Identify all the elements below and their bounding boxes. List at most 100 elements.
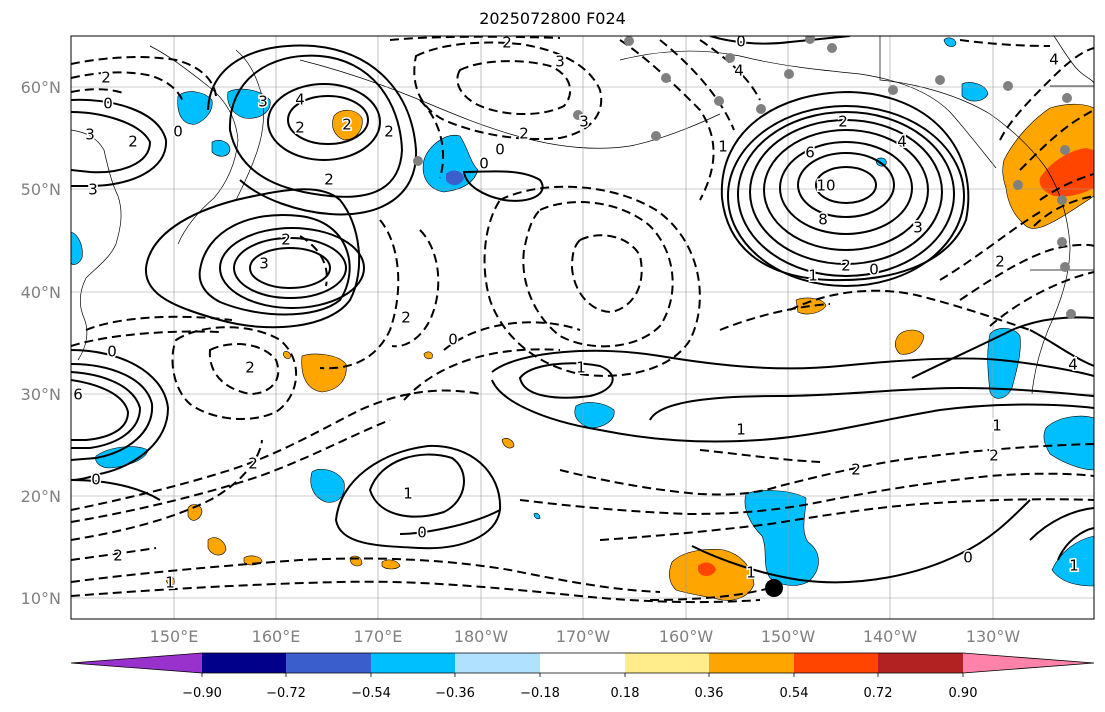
- station-dot: [573, 110, 583, 120]
- contour-label: 2: [851, 461, 861, 479]
- station-dot: [1060, 145, 1070, 155]
- contour-label: 2: [342, 116, 352, 134]
- contour-label: 2: [989, 447, 999, 465]
- coastlines: [71, 36, 1094, 395]
- blue-patch: [1051, 535, 1094, 587]
- contour-solid: [399, 509, 501, 535]
- contour-label: 2: [113, 547, 123, 565]
- contour-label: 0: [173, 123, 183, 141]
- station-dot: [1066, 309, 1076, 319]
- contour-label: 4: [1049, 51, 1059, 69]
- colorbar-segment: [71, 653, 202, 673]
- contour-label: 0: [479, 155, 489, 173]
- blue-patch: [310, 469, 345, 503]
- contour-solid: [287, 95, 369, 145]
- contour-label: 0: [103, 95, 113, 113]
- contour-solid: [462, 170, 544, 202]
- contour-label: 0: [107, 343, 117, 361]
- contour-label: 0: [495, 141, 505, 159]
- station-markers: [413, 36, 1076, 319]
- contour-solid: [691, 499, 1031, 584]
- colorbar-segment: [286, 653, 371, 673]
- contour-solid: [71, 349, 170, 481]
- contour-label: 8: [818, 211, 828, 229]
- station-dot: [1062, 93, 1072, 103]
- contour-dashed: [483, 185, 701, 377]
- station-dot: [935, 75, 945, 85]
- contour-label: 1: [1069, 557, 1079, 575]
- contour-dashed: [939, 211, 1041, 281]
- contour-dashed: [208, 343, 280, 396]
- contour-label: 1: [718, 138, 728, 156]
- colorbar-segment: [540, 653, 625, 673]
- colorbar-tick-label: 0.36: [695, 686, 724, 701]
- contour-solid: [491, 349, 1094, 377]
- contour-label: 2: [384, 123, 394, 141]
- contour-label: 4: [1068, 356, 1078, 374]
- lat-label: 50°N: [21, 180, 61, 199]
- contour-label: 2: [281, 231, 291, 249]
- contour-dashed: [319, 219, 400, 370]
- contour-label: 2: [502, 34, 512, 52]
- lat-label: 10°N: [21, 589, 61, 608]
- coastline-asia: [149, 45, 239, 245]
- colorbar-segment: [455, 653, 540, 673]
- map-frame: [70, 35, 1095, 620]
- colorbar-tick-label: 0.54: [780, 686, 809, 701]
- contour-label: 1: [808, 267, 818, 285]
- contour-dashed: [403, 348, 561, 401]
- contour-solid: [198, 214, 351, 316]
- contour-label: 0: [869, 261, 879, 279]
- colorbar-segment: [794, 653, 878, 673]
- contour-dashed: [519, 472, 1094, 516]
- orange-patch: [187, 504, 203, 521]
- contour-label: 2: [519, 125, 529, 143]
- contour-label: 2: [995, 253, 1005, 271]
- contour-solid: [368, 453, 465, 518]
- map-title: 2025072800 F024: [479, 9, 626, 28]
- contour-solid: [233, 237, 347, 299]
- contour-label: 0: [417, 524, 427, 542]
- lon-label: 170°E: [354, 627, 403, 646]
- contour-dashed: [413, 41, 603, 141]
- station-dot: [714, 96, 724, 106]
- contour-label: 4: [295, 91, 305, 109]
- lon-label: 160°E: [252, 627, 301, 646]
- dashed-contours: [71, 36, 1094, 604]
- contour-dashed: [71, 580, 761, 604]
- lon-label: 130°W: [966, 627, 1021, 646]
- coastline-kamchatka: [235, 49, 264, 201]
- contour-dashed: [699, 39, 761, 101]
- blue-patch: [943, 37, 957, 47]
- contour-dashed: [171, 326, 297, 420]
- contour-dashed: [959, 243, 1094, 301]
- coastline-america: [1053, 36, 1094, 85]
- contour-label: 0: [91, 471, 101, 489]
- contour-label: 2: [128, 133, 138, 151]
- contour-dashed: [699, 449, 821, 463]
- colorbar-segment: [878, 653, 963, 673]
- contour-dashed: [71, 419, 391, 523]
- contour-label: 0: [963, 549, 973, 567]
- contour-label: 10: [816, 177, 835, 195]
- contour-solid: [71, 363, 154, 461]
- contour-dashed: [559, 443, 1094, 496]
- contour-dashed: [599, 498, 1094, 541]
- station-dot: [805, 36, 815, 44]
- contour-solid: [219, 227, 365, 309]
- contour-label: 1: [746, 564, 756, 582]
- contour-dashed: [85, 315, 233, 331]
- orange-patch: [332, 109, 363, 141]
- orange-patch: [423, 351, 433, 360]
- station-dot: [651, 131, 661, 141]
- contour-dashed: [619, 39, 715, 201]
- station-dot: [784, 69, 794, 79]
- coastline-aleutians: [299, 59, 721, 149]
- station-dot: [1003, 81, 1013, 91]
- colorbar-tick-label: −0.54: [351, 686, 391, 701]
- orange-patch: [207, 537, 227, 556]
- shaded-fields: [71, 37, 1094, 601]
- coastline-asia: [71, 129, 122, 361]
- contour-dashed: [71, 439, 263, 541]
- contour-solid: [71, 479, 161, 501]
